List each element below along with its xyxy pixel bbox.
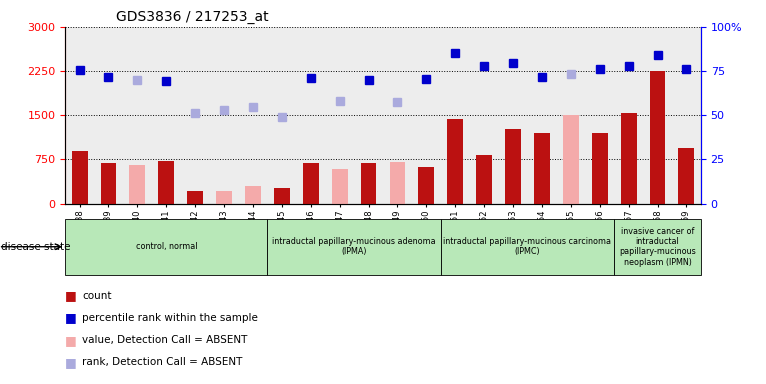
Text: intraductal papillary-mucinous adenoma
(IPMA): intraductal papillary-mucinous adenoma (… (272, 237, 436, 257)
Bar (383, 27, 412, 204)
Bar (65, 27, 94, 204)
Bar (650, 71, 666, 204)
Bar (123, 27, 152, 204)
Bar (274, 188, 290, 204)
Bar (65, 219, 267, 275)
Bar (470, 27, 499, 204)
Bar (440, 27, 470, 204)
Bar (296, 27, 326, 204)
Text: control, normal: control, normal (136, 242, 197, 251)
Bar (440, 219, 614, 275)
Bar (505, 129, 521, 204)
Bar (643, 27, 672, 204)
Text: value, Detection Call = ABSENT: value, Detection Call = ABSENT (82, 335, 247, 345)
Bar (152, 27, 181, 204)
Text: invasive cancer of
intraductal
papillary-mucinous
neoplasm (IPMN): invasive cancer of intraductal papillary… (619, 227, 696, 267)
Text: percentile rank within the sample: percentile rank within the sample (82, 313, 258, 323)
Text: intraductal papillary-mucinous carcinoma
(IPMC): intraductal papillary-mucinous carcinoma… (444, 237, 611, 257)
Bar (267, 27, 296, 204)
Bar (245, 187, 261, 204)
Bar (556, 27, 585, 204)
Bar (94, 27, 123, 204)
Bar (303, 164, 319, 204)
Bar (412, 27, 440, 204)
Bar (159, 161, 174, 204)
Bar (585, 27, 614, 204)
Bar (679, 147, 695, 204)
Text: disease state: disease state (1, 242, 70, 252)
Bar (389, 162, 405, 204)
Bar (620, 113, 637, 204)
Bar (563, 115, 579, 204)
Bar (332, 169, 348, 204)
Bar (361, 164, 377, 204)
Bar (187, 191, 203, 204)
Text: ■: ■ (65, 289, 77, 302)
Bar (267, 219, 440, 275)
Bar (418, 167, 434, 204)
Bar (528, 27, 556, 204)
Text: ■: ■ (65, 356, 77, 369)
Bar (71, 151, 87, 204)
Bar (447, 119, 463, 204)
Bar (238, 27, 267, 204)
Text: ■: ■ (65, 334, 77, 347)
Text: rank, Detection Call = ABSENT: rank, Detection Call = ABSENT (82, 358, 242, 367)
Bar (499, 27, 528, 204)
Bar (614, 219, 701, 275)
Bar (100, 164, 116, 204)
Bar (534, 133, 550, 204)
Bar (129, 165, 146, 204)
Bar (476, 155, 492, 204)
Bar (614, 27, 643, 204)
Bar (216, 190, 232, 204)
Bar (326, 27, 354, 204)
Bar (592, 133, 607, 204)
Bar (672, 27, 701, 204)
Bar (210, 27, 238, 204)
Text: ■: ■ (65, 311, 77, 324)
Text: count: count (82, 291, 112, 301)
Bar (354, 27, 383, 204)
Text: GDS3836 / 217253_at: GDS3836 / 217253_at (116, 10, 269, 25)
Bar (181, 27, 210, 204)
